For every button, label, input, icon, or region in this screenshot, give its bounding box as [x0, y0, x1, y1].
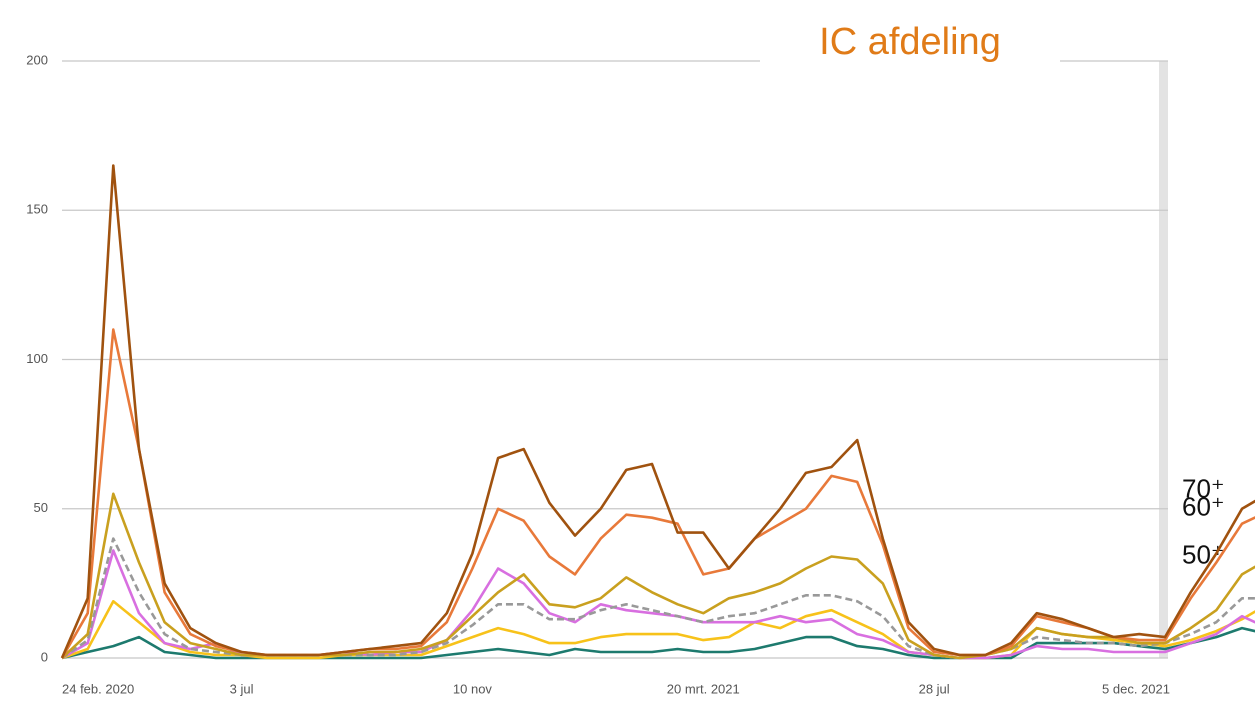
x-tick-label: 28 jul	[919, 681, 950, 696]
series-label: 70⁺	[1182, 474, 1225, 504]
y-tick-label: 0	[41, 649, 48, 664]
series-line	[60, 164, 1255, 659]
x-tick-label: 3 jul	[230, 681, 254, 696]
title-backdrop	[760, 20, 1060, 90]
y-tick-label: 100	[26, 351, 48, 366]
x-tick-label: 10 nov	[453, 681, 493, 696]
y-tick-label: 150	[26, 202, 48, 217]
series-line	[61, 537, 1255, 660]
series-label: 60⁺	[1182, 492, 1225, 522]
series-label: 50⁺	[1182, 539, 1225, 569]
chart-title: IC afdeling	[819, 21, 1001, 63]
y-tick-label: 200	[26, 52, 48, 67]
y-tick-label: 50	[34, 500, 48, 515]
series-line	[60, 328, 1255, 659]
x-tick-label: 5 dec. 2021	[1102, 681, 1170, 696]
x-tick-label: 20 mrt. 2021	[667, 681, 740, 696]
x-tick-label: 24 feb. 2020	[62, 681, 134, 696]
